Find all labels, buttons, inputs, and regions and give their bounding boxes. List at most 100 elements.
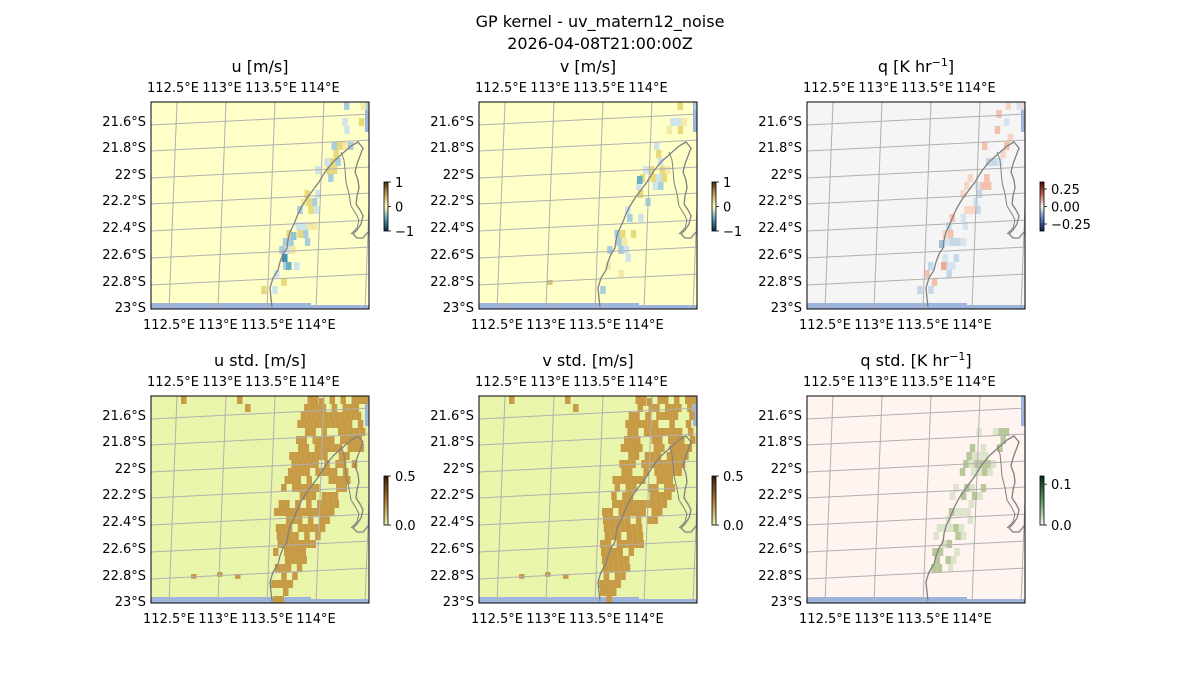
data-cell [313,206,320,214]
grid-parallel [807,219,1025,232]
x-tick-label-top: 114°E [300,375,340,390]
data-cell [306,412,312,420]
grid-parallel [151,166,369,179]
panel-title-end: ] [965,351,971,370]
data-cell [335,158,341,166]
data-cell [661,412,668,420]
grid-meridian [922,102,932,309]
colorbar-tick-label: 0.00 [1051,201,1080,216]
x-tick-label-top: 112.5°E [147,375,199,390]
data-cell [659,444,665,452]
data-cell [359,428,366,436]
data-cell [329,508,335,516]
y-tick-label: 22.8°S [430,275,474,290]
data-cell [345,436,351,444]
grid-meridian [594,102,604,309]
data-cell [969,206,976,214]
data-cell [945,516,951,524]
data-cell [947,524,954,532]
y-tick-label: 23°S [115,301,146,316]
data-cell [665,428,672,436]
data-cell [637,444,643,452]
data-cell [958,524,965,532]
data-cell [649,428,655,436]
colorbar-tick-label: 0.0 [1051,519,1072,534]
data-cell [283,588,289,596]
data-cell [975,182,981,190]
data-cell [1000,436,1006,444]
data-cell [281,572,287,580]
data-cell [294,540,300,548]
y-tick-label: 22.8°S [102,569,146,584]
x-tick-label-bottom: 112.5°E [799,612,851,627]
data-cell [990,460,997,468]
data-cell [953,254,960,262]
data-cell [619,460,625,468]
x-tick-label-bottom: 113°E [526,318,566,333]
data-cell [301,222,307,230]
data-cell [647,420,653,428]
data-cell [332,492,339,500]
x-tick-label-top: 112.5°E [803,375,855,390]
data-cell [644,452,651,460]
data-cell [996,158,1003,166]
panel-title-end: ] [948,57,954,76]
data-cell [941,262,947,270]
y-tick-label: 23°S [115,595,146,610]
data-cell [611,492,617,500]
data-cell [284,556,291,564]
data-cell [607,246,613,254]
data-cell [630,230,637,238]
data-cell [333,500,340,508]
data-cell [664,484,670,492]
panel-2: v [m/s] 21.6°S 21.8°S 22°S 22.2°S 22.4°S 22.6°… [430,57,742,333]
sea-edge-bottom-left [807,597,967,603]
data-cell [622,540,628,548]
data-cell [335,460,341,468]
data-cell [937,548,944,556]
grid-meridian [643,102,653,309]
x-tick-label-bottom: 113°E [854,318,894,333]
data-cell [275,524,282,532]
data-cell [655,452,662,460]
data-cell [928,262,934,270]
data-cell [971,492,978,500]
data-cell [271,580,277,588]
data-cell [329,396,335,404]
data-cell [278,500,285,508]
grid-parallel [151,407,369,420]
data-cell [617,500,624,508]
colorbar-tick-label: −0.25 [1051,218,1091,233]
data-cell [303,484,309,492]
data-cell [261,286,267,294]
data-cell [291,232,297,240]
data-cell [638,214,644,222]
data-cell [281,484,287,492]
data-cell [960,190,966,198]
data-cell [685,420,692,428]
data-cell [928,286,934,294]
data-cell [341,420,347,428]
data-cell [603,572,610,580]
data-cell [302,420,309,428]
data-cell [669,420,675,428]
data-cell [1003,118,1010,126]
data-cell [274,564,281,572]
panel-title-sup: −1 [949,350,965,363]
grid-parallel [807,433,1025,446]
data-cell [986,182,992,190]
data-cell [625,524,632,532]
data-cell [324,158,330,166]
data-cell [679,460,686,468]
data-cell [659,468,666,476]
data-cell [323,436,329,444]
data-cell [306,500,312,508]
data-cell [620,444,627,452]
data-cell [659,166,666,174]
x-tick-label-bottom: 113.5°E [569,318,621,333]
data-cell [545,572,551,577]
data-cell [628,412,635,420]
data-cell [640,508,646,516]
data-cell [285,508,291,516]
grid-meridian [873,396,883,603]
